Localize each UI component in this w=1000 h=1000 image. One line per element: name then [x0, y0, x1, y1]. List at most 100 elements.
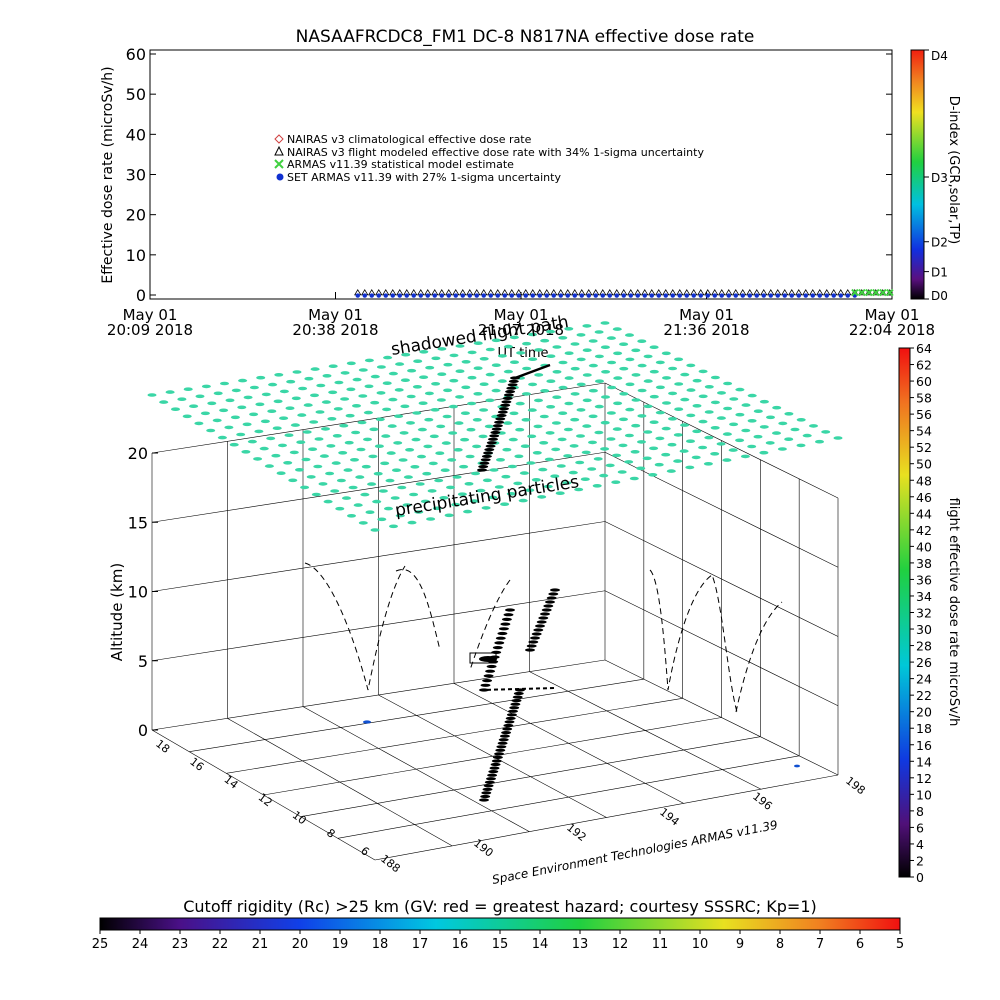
cutoff-rigidity-tick-label: 9 — [736, 937, 744, 952]
y-tick-label: 60 — [126, 45, 146, 64]
dose-marker — [479, 408, 489, 412]
flight-path-point — [498, 627, 509, 631]
flight-path-point — [497, 631, 508, 636]
dose-marker — [446, 485, 455, 490]
dose-point — [858, 288, 866, 297]
dose-marker — [503, 369, 513, 374]
dose-point — [530, 293, 535, 298]
y-tick-label: 30 — [126, 166, 146, 185]
dose-point — [733, 293, 738, 298]
dose-marker — [497, 379, 507, 383]
dose-marker — [370, 528, 380, 532]
dose-marker — [395, 362, 405, 366]
dose-marker — [206, 428, 216, 433]
dose-marker — [555, 491, 565, 496]
dose-marker — [587, 467, 597, 471]
dose-marker — [410, 465, 420, 469]
dose-marker — [631, 373, 641, 377]
x-tick-label: May 01 — [865, 306, 920, 324]
flight-path-point — [506, 386, 517, 390]
dose-marker — [494, 485, 504, 489]
flight-path-point — [505, 608, 515, 612]
flight-path-point — [508, 709, 518, 713]
dose-marker — [594, 330, 604, 334]
dose-rate-tick-label: 48 — [916, 473, 932, 488]
dose-marker — [271, 453, 281, 458]
dose-point — [886, 288, 894, 297]
dose-point — [558, 293, 563, 298]
dose-marker — [563, 427, 573, 432]
dose-marker — [342, 496, 351, 500]
flight-path-point — [530, 636, 540, 640]
dose-marker — [364, 358, 374, 363]
dose-rate-tick-label: 58 — [916, 391, 932, 406]
dose-marker — [600, 420, 610, 425]
dose-marker — [655, 436, 665, 441]
dose-marker — [229, 442, 239, 447]
dose-marker — [330, 489, 340, 493]
flight-path-point — [508, 379, 519, 383]
dose-marker — [625, 357, 635, 362]
dose-marker — [303, 403, 313, 407]
dose-marker — [224, 425, 234, 430]
dose-marker — [747, 444, 757, 449]
dose-marker — [381, 434, 391, 438]
cutoff-rigidity-tick-label: 6 — [856, 937, 864, 952]
dose-marker — [411, 437, 421, 442]
dose-marker — [243, 395, 253, 400]
dose-marker — [680, 423, 690, 427]
dose-marker — [582, 373, 592, 377]
dose-marker — [643, 404, 653, 409]
dose-marker — [600, 447, 610, 451]
dose-marker — [777, 447, 787, 451]
dose-rate-tick-label: 40 — [916, 539, 932, 554]
dose-marker — [241, 450, 251, 454]
dose-marker — [313, 464, 323, 469]
dose-marker — [546, 405, 556, 409]
flight-path-point — [482, 787, 493, 792]
dose-marker — [431, 356, 441, 361]
dose-marker — [716, 442, 726, 446]
x-tick-label: 21:36 2018 — [663, 321, 749, 339]
dose-marker — [766, 415, 775, 420]
dose-marker — [537, 495, 547, 499]
dose-marker — [338, 451, 348, 455]
dose-marker — [194, 421, 204, 426]
dose-marker — [631, 423, 641, 428]
dose-marker — [576, 408, 586, 412]
dose-marker — [649, 394, 659, 399]
dose-marker — [418, 401, 428, 406]
d-index-tick-label: D1 — [931, 266, 948, 280]
dose-marker — [309, 420, 319, 424]
dose-point — [453, 293, 458, 298]
dose-marker — [382, 381, 392, 386]
d-index-tick-label: D0 — [931, 289, 948, 303]
flight-path-point — [501, 731, 512, 735]
dose-marker — [423, 444, 433, 449]
dose-rate-tick-label: 52 — [916, 440, 932, 455]
dose-marker — [225, 398, 235, 403]
dose-point — [411, 293, 416, 298]
dose-marker — [558, 385, 568, 390]
dose-marker — [546, 329, 556, 334]
flight-path-point — [550, 588, 560, 592]
dose-marker — [570, 342, 580, 346]
dose-marker — [503, 421, 513, 425]
dose-marker — [562, 481, 572, 485]
dose-marker — [655, 410, 665, 415]
y-tick-label: 50 — [126, 85, 146, 104]
x-tick-label: May 01 — [679, 306, 734, 324]
dose-marker — [802, 433, 812, 438]
dose-marker — [686, 413, 696, 418]
cutoff-rigidity-tick-label: 25 — [92, 937, 109, 952]
base-tick-label: 198 — [843, 774, 868, 797]
flight-path-point — [538, 616, 549, 620]
dose-marker — [576, 333, 586, 337]
dose-marker — [772, 431, 781, 435]
d-index-tick-label: D2 — [931, 236, 948, 250]
dose-marker — [452, 475, 462, 479]
dose-marker — [796, 418, 806, 422]
dose-marker — [182, 414, 192, 419]
dose-rate-colorbar: 0246810121416182022242628303234363840424… — [898, 341, 961, 885]
dose-marker — [327, 417, 337, 421]
